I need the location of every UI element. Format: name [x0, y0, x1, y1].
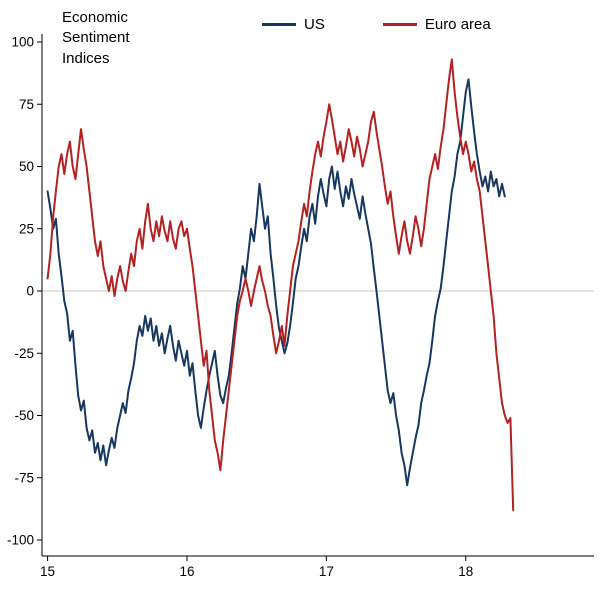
legend-label-euro-area: Euro area [424, 16, 491, 33]
legend-label-us: US [304, 16, 325, 33]
x-tick-label: 18 [458, 564, 473, 579]
x-tick-label: 15 [40, 564, 55, 579]
us-line-swatch [262, 23, 296, 26]
y-tick-label: -25 [14, 346, 34, 361]
y-tick-label: 0 [26, 284, 34, 299]
x-tick-label: 17 [319, 564, 334, 579]
chart-title: Economic Sentiment Indices [62, 9, 130, 67]
x-tick-label: 16 [179, 564, 194, 579]
euro-area-line-swatch [382, 23, 417, 26]
legend-item-us: US [262, 16, 325, 33]
legend-item-euro-area: Euro area [382, 16, 491, 33]
y-tick-label: -100 [7, 533, 34, 548]
y-tick-label: 50 [19, 159, 34, 174]
chart-legend: US Euro area [262, 16, 491, 33]
y-tick-label: -75 [14, 470, 34, 485]
y-tick-label: 100 [11, 35, 34, 50]
y-tick-label: 75 [19, 97, 34, 112]
y-tick-label: -50 [14, 408, 34, 423]
y-tick-label: 25 [19, 221, 34, 236]
us-series-line [46, 78, 506, 487]
euro-area-series-line [46, 58, 515, 512]
